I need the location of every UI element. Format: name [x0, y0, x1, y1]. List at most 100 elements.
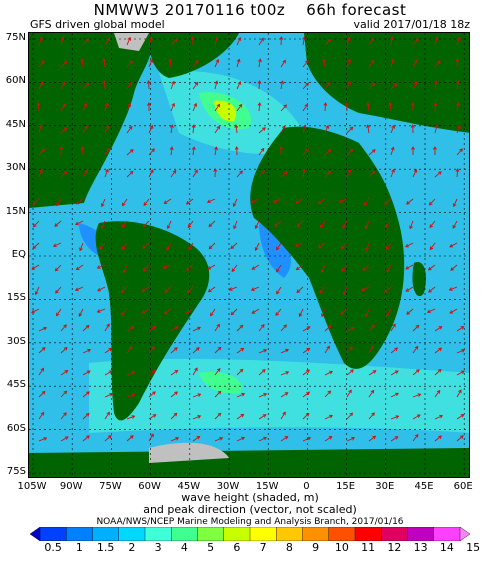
- direction-vector: [279, 146, 283, 156]
- direction-vector: [323, 102, 328, 112]
- direction-vector: [368, 149, 376, 156]
- direction-vector: [276, 264, 282, 273]
- lon-label: 15E: [336, 481, 356, 492]
- direction-vector: [251, 308, 260, 314]
- direction-vector: [214, 80, 219, 90]
- direction-vector: [258, 58, 262, 68]
- direction-vector: [434, 368, 442, 376]
- colorbar-swatch: [328, 527, 356, 541]
- direction-vector: [280, 436, 289, 442]
- direction-vector: [384, 220, 392, 228]
- madagascar-landmass: [412, 262, 426, 297]
- direction-vector: [214, 367, 221, 376]
- direction-vector: [32, 198, 40, 206]
- direction-vector: [31, 308, 40, 314]
- direction-vector: [410, 102, 415, 112]
- direction-vector: [258, 127, 266, 134]
- direction-vector: [191, 124, 196, 134]
- direction-vector: [236, 368, 244, 376]
- direction-vector: [187, 220, 194, 229]
- direction-vector: [280, 80, 284, 90]
- valid-time-subtitle: valid 2017/01/18 18z: [353, 18, 470, 31]
- direction-vector: [250, 286, 260, 291]
- direction-vector: [346, 126, 354, 134]
- direction-vector: [251, 264, 260, 270]
- direction-vector: [279, 36, 284, 46]
- direction-vector: [126, 149, 134, 156]
- direction-vector: [434, 124, 439, 134]
- direction-vector: [232, 198, 238, 207]
- direction-vector: [169, 124, 174, 134]
- direction-vector: [214, 346, 222, 354]
- direction-vector: [346, 389, 352, 398]
- direction-vector: [363, 198, 370, 206]
- direction-vector: [276, 242, 282, 251]
- direction-vector: [230, 242, 238, 249]
- lat-label: 75N: [5, 32, 26, 43]
- map-canvas: [29, 33, 469, 477]
- direction-vector: [412, 80, 418, 90]
- direction-vector: [148, 36, 153, 46]
- direction-vector: [166, 242, 172, 251]
- direction-vector: [191, 146, 196, 156]
- direction-vector: [456, 435, 464, 442]
- direction-vector: [38, 326, 48, 332]
- direction-vector: [258, 37, 264, 46]
- direction-vector: [214, 146, 218, 156]
- direction-vector: [80, 58, 85, 68]
- direction-vector: [384, 286, 392, 293]
- direction-vector: [406, 308, 414, 315]
- colorbar-swatch: [92, 527, 120, 541]
- direction-vector: [122, 198, 128, 207]
- direction-vector: [75, 220, 84, 226]
- direction-vector: [368, 435, 377, 442]
- direction-vector: [236, 81, 242, 90]
- colorbar-label: 12: [387, 541, 402, 554]
- direction-vector: [188, 242, 194, 251]
- direction-vector: [192, 169, 198, 178]
- colorbar-swatch: [144, 527, 172, 541]
- direction-vector: [126, 393, 136, 398]
- direction-vector: [302, 60, 309, 68]
- direction-vector: [208, 242, 216, 250]
- direction-vector: [294, 242, 304, 247]
- direction-vector: [100, 198, 106, 208]
- direction-vector: [386, 264, 392, 273]
- direction-vector: [82, 412, 90, 420]
- direction-vector: [433, 146, 437, 156]
- direction-vector: [148, 58, 154, 68]
- direction-vector: [210, 308, 216, 317]
- direction-vector: [346, 412, 354, 420]
- direction-vector: [170, 102, 175, 112]
- direction-vector: [230, 308, 238, 316]
- direction-vector: [390, 347, 398, 354]
- direction-vector: [214, 390, 222, 398]
- direction-vector: [302, 391, 311, 398]
- direction-vector: [456, 326, 465, 332]
- direction-vector: [346, 436, 356, 442]
- direction-vector: [148, 169, 154, 178]
- direction-vector: [60, 127, 68, 134]
- direction-vector: [452, 198, 458, 208]
- direction-vector: [295, 264, 304, 271]
- direction-vector: [186, 264, 194, 271]
- direction-vector: [258, 147, 265, 156]
- direction-vector: [429, 220, 436, 228]
- direction-vector: [456, 102, 461, 112]
- direction-vector: [449, 308, 458, 314]
- direction-vector: [274, 220, 282, 227]
- direction-vector: [409, 220, 414, 230]
- direction-vector: [143, 198, 150, 206]
- direction-vector: [302, 103, 308, 112]
- colorbar-swatch: [276, 527, 304, 541]
- direction-vector: [455, 58, 460, 68]
- direction-vector: [79, 242, 84, 252]
- lon-label: 45E: [414, 481, 434, 492]
- direction-vector: [412, 345, 419, 354]
- direction-vector: [126, 435, 134, 442]
- colorbar-label: 9: [312, 541, 320, 554]
- direction-vector: [236, 436, 245, 442]
- direction-vector: [342, 220, 348, 229]
- direction-vector: [126, 60, 134, 68]
- direction-vector: [126, 102, 132, 112]
